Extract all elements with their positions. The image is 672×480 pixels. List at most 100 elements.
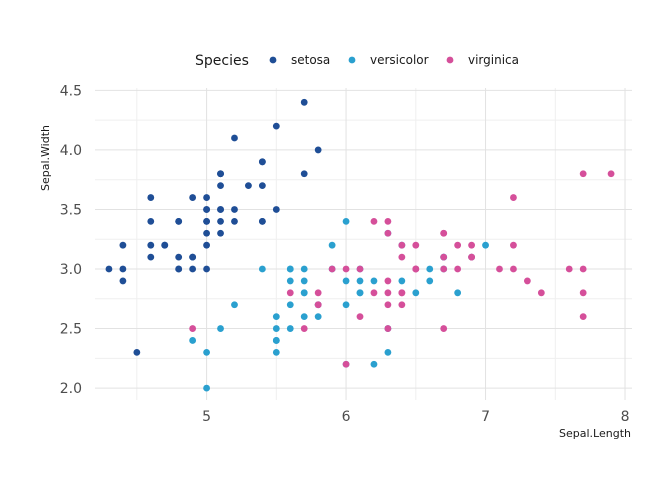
- x-tick-label: 5: [202, 409, 211, 425]
- virginica-point: [440, 229, 448, 237]
- setosa-point: [175, 253, 183, 261]
- y-tick-label: 3.0: [60, 262, 82, 278]
- virginica-point: [342, 265, 350, 273]
- legend-marker-setosa: [269, 56, 277, 64]
- versicolor-point: [356, 289, 364, 297]
- setosa-point: [217, 170, 224, 178]
- setosa-point: [119, 241, 127, 249]
- virginica-point: [412, 265, 420, 273]
- versicolor-point: [426, 277, 434, 285]
- virginica-point: [579, 170, 587, 178]
- versicolor-point: [258, 265, 266, 273]
- virginica-point: [342, 360, 350, 368]
- virginica-point: [579, 313, 587, 321]
- virginica-point: [412, 241, 420, 249]
- versicolor-point: [342, 277, 350, 285]
- versicolor-point: [300, 289, 308, 297]
- versicolor-point: [203, 384, 210, 392]
- virginica-point: [384, 289, 392, 297]
- legend-title: Species: [195, 53, 249, 69]
- setosa-point: [272, 206, 280, 213]
- setosa-point: [231, 217, 238, 225]
- versicolor-point: [217, 325, 224, 332]
- setosa-point: [133, 348, 141, 356]
- setosa-point: [175, 217, 183, 225]
- versicolor-point: [342, 301, 350, 309]
- versicolor-point: [356, 277, 364, 285]
- setosa-point: [189, 253, 197, 261]
- virginica-point: [510, 241, 517, 249]
- versicolor-point: [384, 348, 392, 356]
- setosa-point: [105, 265, 113, 273]
- versicolor-point: [300, 265, 308, 273]
- virginica-point: [468, 253, 475, 261]
- y-tick-label: 2.0: [60, 381, 82, 397]
- legend-marker-virginica: [446, 56, 454, 64]
- setosa-point: [147, 241, 155, 249]
- setosa-point: [217, 229, 224, 237]
- versicolor-point: [412, 289, 420, 297]
- virginica-point: [384, 301, 392, 309]
- x-axis-title: Sepal.Length: [559, 427, 631, 440]
- setosa-point: [203, 194, 210, 201]
- virginica-point: [468, 241, 475, 249]
- virginica-point: [314, 301, 322, 309]
- versicolor-point: [286, 325, 294, 332]
- versicolor-point: [272, 313, 280, 321]
- virginica-point: [496, 265, 503, 273]
- virginica-point: [440, 325, 448, 332]
- virginica-point: [398, 301, 406, 309]
- virginica-point: [328, 265, 336, 273]
- versicolor-point: [272, 325, 280, 332]
- virginica-point: [398, 289, 406, 297]
- setosa-point: [217, 182, 224, 190]
- virginica-point: [370, 289, 378, 297]
- virginica-point: [189, 325, 197, 332]
- versicolor-point: [398, 277, 406, 285]
- legend-label-setosa: setosa: [291, 53, 330, 67]
- virginica-point: [454, 241, 462, 249]
- setosa-point: [231, 134, 238, 142]
- setosa-point: [161, 241, 169, 249]
- versicolor-point: [454, 289, 462, 297]
- versicolor-point: [231, 301, 238, 309]
- virginica-point: [384, 217, 392, 225]
- versicolor-point: [286, 277, 294, 285]
- virginica-point: [398, 241, 406, 249]
- virginica-point: [510, 265, 517, 273]
- versicolor-point: [314, 313, 322, 321]
- y-axis-ticks: 2.0 2.5 3.0 3.5 4.0 4.5: [60, 83, 82, 397]
- virginica-point: [565, 265, 573, 273]
- virginica-point: [537, 289, 545, 297]
- setosa-point: [203, 265, 210, 273]
- versicolor-point: [370, 360, 378, 368]
- setosa-point: [147, 253, 155, 261]
- versicolor-point: [370, 277, 378, 285]
- setosa-point: [258, 158, 266, 166]
- virginica-point: [356, 313, 364, 321]
- virginica-point: [398, 253, 406, 261]
- virginica-point: [440, 253, 448, 261]
- setosa-point: [147, 217, 155, 225]
- versicolor-point: [272, 337, 280, 344]
- x-axis-ticks: 5 6 7 8: [202, 409, 629, 425]
- versicolor-point: [286, 301, 294, 309]
- virginica-point: [384, 229, 392, 237]
- legend-label-versicolor: versicolor: [370, 53, 429, 67]
- setosa-point: [119, 277, 127, 285]
- y-tick-label: 2.5: [60, 322, 82, 338]
- legend: Species setosa versicolor virginica: [195, 53, 519, 69]
- legend-label-virginica: virginica: [468, 53, 519, 67]
- y-tick-label: 3.5: [60, 202, 82, 218]
- virginica-point: [356, 265, 364, 273]
- virginica-point: [579, 289, 587, 297]
- versicolor-point: [286, 265, 294, 273]
- versicolor-point: [426, 265, 434, 273]
- virginica-point: [607, 170, 615, 178]
- versicolor-point: [300, 277, 308, 285]
- setosa-point: [189, 194, 197, 201]
- setosa-point: [203, 217, 210, 225]
- setosa-point: [189, 265, 197, 273]
- versicolor-point: [203, 348, 210, 356]
